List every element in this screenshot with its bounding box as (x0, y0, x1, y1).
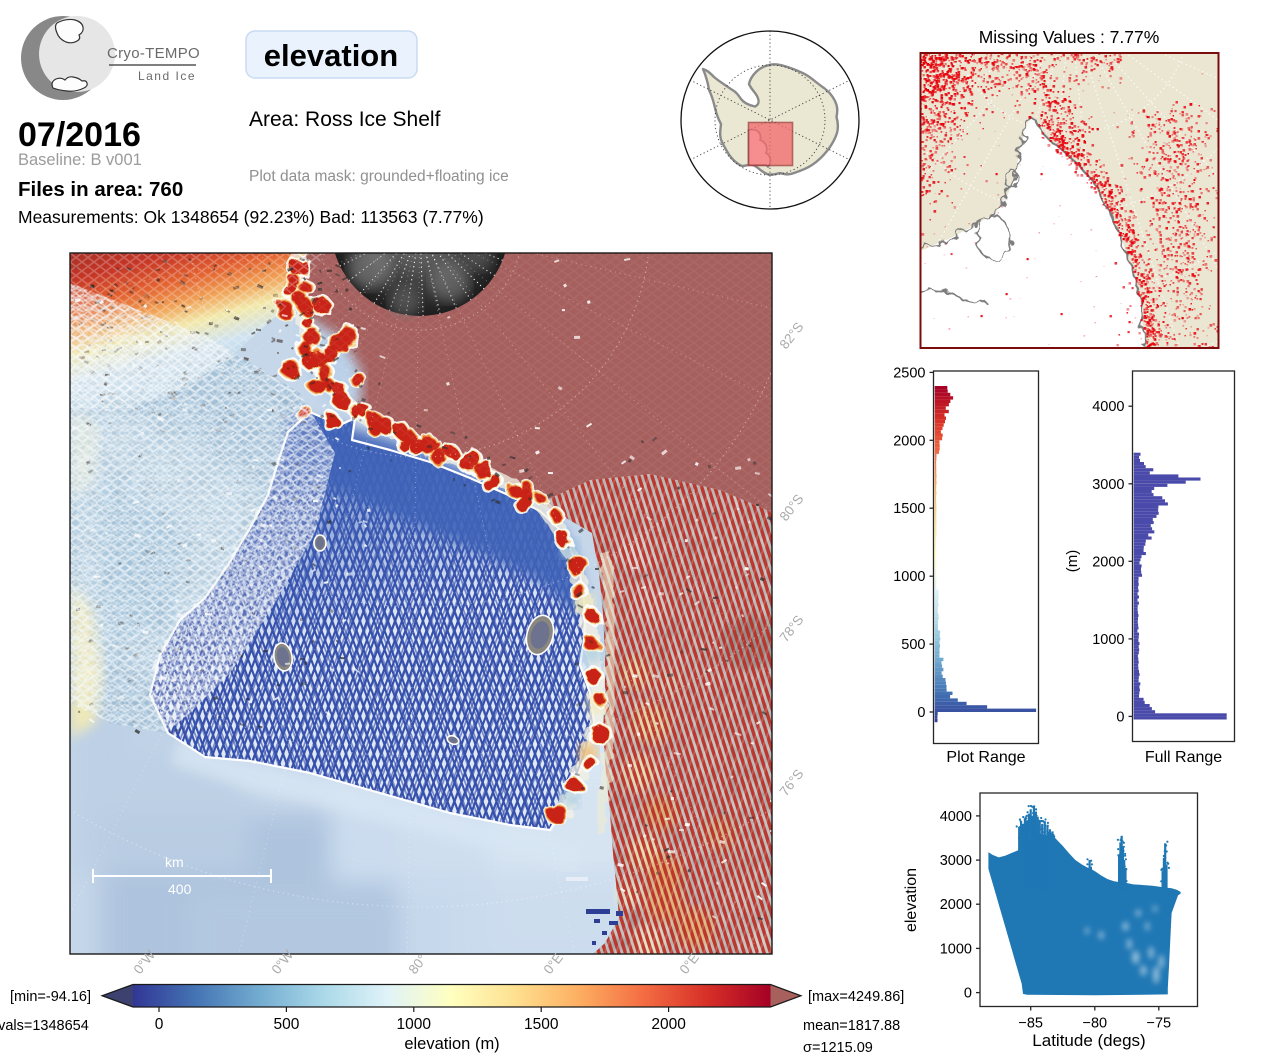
svg-text:1500: 1500 (893, 501, 925, 517)
svg-text:Missing Values : 7.77%: Missing Values : 7.77% (979, 27, 1160, 47)
svg-text:Baseline: B v001: Baseline: B v001 (18, 151, 142, 169)
svg-text:2000: 2000 (651, 1016, 686, 1033)
svg-text:km: km (165, 854, 184, 870)
svg-text:0: 0 (155, 1016, 164, 1033)
svg-text:0: 0 (964, 986, 972, 1002)
svg-text:2000: 2000 (893, 433, 925, 449)
svg-text:500: 500 (901, 637, 925, 653)
svg-text:Plot Range: Plot Range (946, 749, 1025, 766)
svg-text:1000: 1000 (940, 941, 972, 957)
svg-text:Files in area: 760: Files in area: 760 (18, 178, 183, 201)
svg-text:2000: 2000 (940, 897, 972, 913)
svg-text:elevation (m): elevation (m) (404, 1035, 499, 1053)
svg-text:−85: −85 (1018, 1016, 1043, 1032)
svg-text:Latitude (degs): Latitude (degs) (1032, 1031, 1145, 1050)
svg-text:500: 500 (273, 1016, 299, 1033)
svg-text:0: 0 (1116, 709, 1124, 725)
svg-text:0: 0 (917, 705, 925, 721)
svg-text:mean=1817.88: mean=1817.88 (803, 1018, 900, 1034)
svg-text:400: 400 (168, 881, 192, 897)
svg-text:Area: Ross Ice Shelf: Area: Ross Ice Shelf (249, 108, 441, 131)
svg-text:[min=-94.16]: [min=-94.16] (10, 989, 91, 1005)
svg-text:2000: 2000 (1092, 554, 1124, 570)
svg-text:3000: 3000 (1092, 477, 1124, 493)
svg-text:1000: 1000 (1092, 632, 1124, 648)
svg-text:1500: 1500 (524, 1016, 559, 1033)
svg-text:elevation: elevation (264, 38, 398, 73)
svg-text:3000: 3000 (940, 853, 972, 869)
svg-text:4000: 4000 (940, 809, 972, 825)
svg-text:1000: 1000 (893, 569, 925, 585)
svg-text:Measurements: Ok 1348654 (92.2: Measurements: Ok 1348654 (92.23%) Bad: 1… (18, 207, 484, 227)
svg-text:#vals=1348654: #vals=1348654 (0, 1018, 89, 1034)
svg-text:elevation: elevation (903, 868, 920, 932)
svg-text:−80: −80 (1082, 1016, 1107, 1032)
svg-text:07/2016: 07/2016 (18, 116, 141, 154)
svg-text:Full Range: Full Range (1145, 749, 1222, 766)
svg-text:−75: −75 (1146, 1016, 1171, 1032)
svg-text:1000: 1000 (397, 1016, 432, 1033)
svg-text:2500: 2500 (893, 365, 925, 381)
svg-text:σ=1215.09: σ=1215.09 (803, 1040, 873, 1056)
svg-text:Cryo-TEMPO: Cryo-TEMPO (107, 45, 200, 62)
svg-text:[max=4249.86]: [max=4249.86] (808, 989, 904, 1005)
svg-text:(m): (m) (1064, 550, 1081, 573)
svg-text:4000: 4000 (1092, 399, 1124, 415)
svg-text:Plot data mask: grounded+float: Plot data mask: grounded+floating ice (249, 168, 509, 185)
svg-text:Land Ice: Land Ice (138, 69, 196, 83)
